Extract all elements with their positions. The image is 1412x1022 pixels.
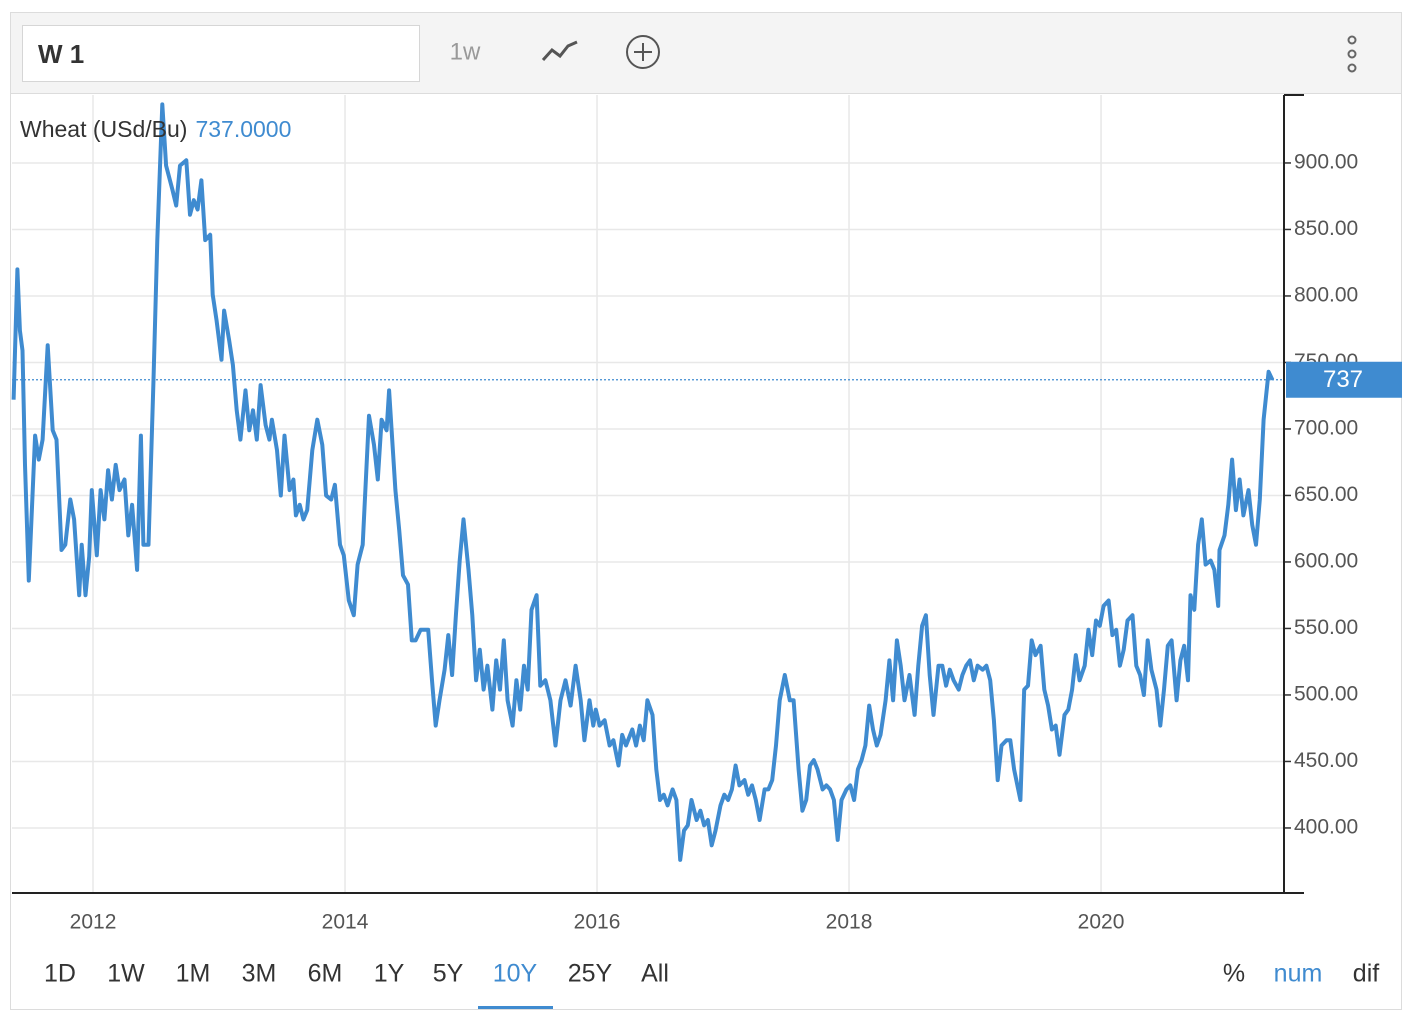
range-button[interactable]: 25Y	[568, 960, 613, 988]
current-price-label: 737	[1323, 366, 1363, 393]
range-button[interactable]: 1M	[176, 960, 211, 988]
range-button[interactable]: 3M	[242, 960, 277, 988]
range-button[interactable]: 6M	[308, 960, 343, 988]
legend-value: 737.0000	[195, 116, 291, 142]
range-button[interactable]: 1W	[107, 960, 145, 988]
y-tick-label: 850.00	[1294, 217, 1358, 240]
symbol-text[interactable]: W 1	[38, 39, 84, 69]
add-icon-cross	[634, 43, 652, 61]
x-tick-label: 2016	[574, 911, 621, 934]
interval-button[interactable]: 1w	[450, 38, 481, 65]
x-tick-label: 2012	[70, 911, 117, 934]
mode-button[interactable]: dif	[1353, 960, 1379, 988]
add-icon[interactable]	[626, 35, 660, 69]
x-tick-label: 2014	[322, 911, 369, 934]
y-tick-label: 800.00	[1294, 284, 1358, 307]
legend: Wheat (USd/Bu) 737.0000	[20, 116, 291, 142]
x-tick-label: 2020	[1078, 911, 1125, 934]
mode-button[interactable]: %	[1223, 960, 1245, 988]
y-tick-label: 400.00	[1294, 816, 1358, 839]
symbol-input[interactable]	[22, 25, 420, 82]
menu-icon[interactable]	[1347, 35, 1357, 73]
plot: 400.00 450.00 500.00 550.00 600.00 650.00 700.…	[11, 94, 1402, 934]
widget-frame	[10, 12, 1402, 1010]
chart-type-icon[interactable]	[541, 40, 578, 62]
y-tick-label: 450.00	[1294, 749, 1358, 772]
mode-button[interactable]: num	[1274, 960, 1323, 988]
y-tick-label: 900.00	[1294, 151, 1358, 174]
range-button[interactable]: 10Y	[493, 960, 538, 988]
current-price-badge	[1286, 361, 1402, 398]
range-active-underline	[478, 1006, 553, 1009]
footer: 1D 1W 1M 3M 6M 1Y 5Y 10Y 25Y All% num dif	[44, 960, 1379, 1009]
y-tick-label: 700.00	[1294, 417, 1358, 440]
y-tick-label: 650.00	[1294, 483, 1358, 506]
range-button[interactable]: 1Y	[374, 960, 405, 988]
x-tick-label: 2018	[826, 911, 873, 934]
y-tick-label: 600.00	[1294, 550, 1358, 573]
y-tick-label: 550.00	[1294, 616, 1358, 639]
price-line	[11, 102, 1275, 862]
range-button[interactable]: All	[641, 960, 669, 988]
y-tick-label: 500.00	[1294, 683, 1358, 706]
range-button[interactable]: 5Y	[433, 960, 464, 988]
range-button[interactable]: 1D	[44, 960, 76, 988]
legend-name: Wheat (USd/Bu)	[20, 116, 187, 142]
